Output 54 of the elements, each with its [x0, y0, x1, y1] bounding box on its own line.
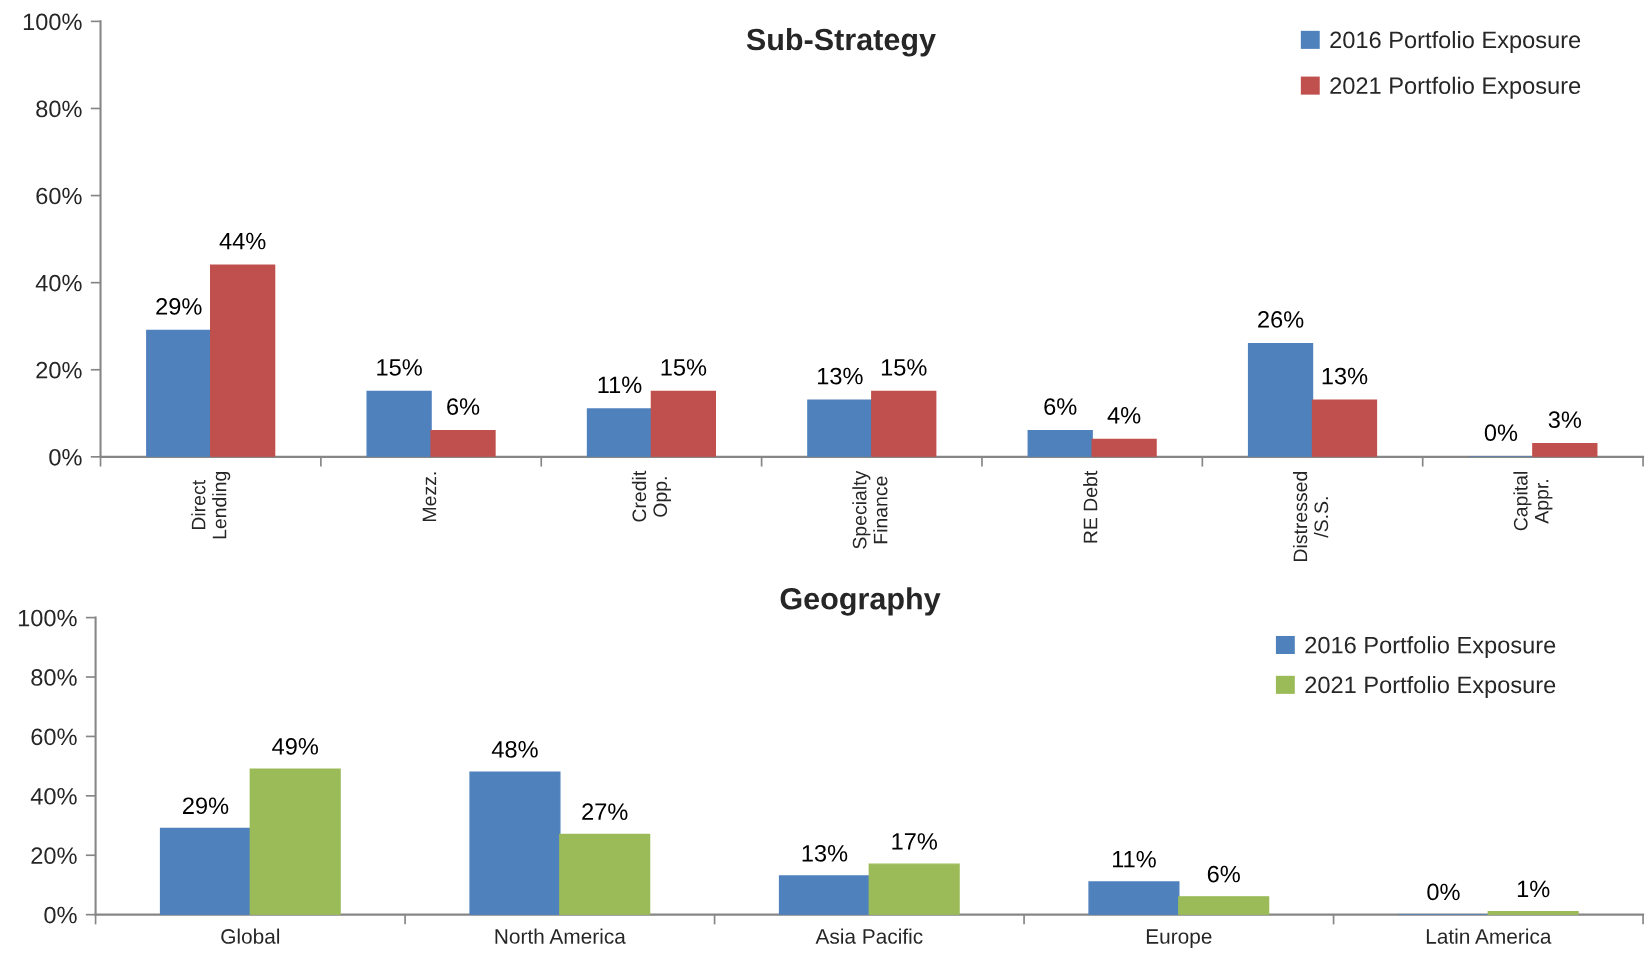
data-label: 26% [1258, 311, 1304, 328]
data-label: 29% [156, 298, 202, 315]
data-label: 15% [377, 359, 422, 376]
data-label: 15% [881, 359, 927, 376]
x-tick-label: Distressed /S.S. [1292, 471, 1329, 561]
legend-label: 2016 Portfolio Exposure [1305, 636, 1556, 659]
x-tick-label: Mezz. [422, 472, 437, 521]
y-tick-label: 80% [31, 669, 77, 686]
data-label: 3% [1548, 411, 1582, 428]
y-tick-label: 60% [36, 187, 82, 205]
data-label: 48% [491, 740, 538, 758]
y-tick-label: 0% [49, 448, 82, 466]
x-tick-label: Credit Opp. [631, 470, 671, 522]
legend-label: 2021 Portfolio Exposure [1305, 675, 1556, 698]
x-tick-label: Specialty Finance [852, 470, 888, 549]
legend-label: 2021 Portfolio Exposure [1330, 76, 1581, 99]
x-tick-label: Europe [1146, 929, 1212, 948]
x-tick-label: North America [495, 928, 626, 944]
x-tick-label: Asia Pacific [815, 928, 923, 944]
data-label: 13% [1322, 367, 1368, 385]
y-tick-label: 60% [31, 728, 77, 746]
data-label: 13% [818, 367, 863, 385]
data-label: 6% [1207, 865, 1240, 883]
data-label: 1% [1517, 880, 1550, 898]
y-tick-label: 100% [23, 13, 82, 31]
data-label: 17% [892, 833, 937, 850]
y-tick-label: 0% [44, 906, 77, 924]
data-label: 6% [447, 398, 480, 415]
data-label: 15% [661, 359, 707, 376]
x-tick-label: Capital Appr. [1513, 472, 1553, 531]
data-label: 6% [1044, 398, 1077, 415]
legend-label: 2016 Portfolio Exposure [1330, 30, 1581, 53]
data-label: 27% [582, 803, 628, 820]
x-tick-label: Direct Lending [191, 471, 231, 539]
x-tick-label: Global [221, 928, 280, 944]
data-label: 44% [219, 232, 266, 250]
data-label: 4% [1107, 407, 1141, 424]
data-label: 11% [1112, 850, 1156, 868]
data-label: 0% [1484, 424, 1518, 442]
data-label: 11% [598, 376, 642, 394]
data-label: 0% [1427, 883, 1460, 901]
chart-title: Geography [780, 587, 941, 616]
data-label: 13% [802, 844, 848, 862]
y-tick-label: 40% [35, 274, 82, 292]
y-tick-label: 20% [31, 847, 77, 865]
x-tick-label: Latin America [1426, 928, 1552, 944]
data-label: 49% [272, 737, 318, 755]
y-tick-label: 80% [36, 100, 82, 118]
x-tick-label: RE Debt [1083, 470, 1098, 543]
y-tick-label: 20% [36, 361, 82, 379]
y-tick-label: 40% [30, 787, 77, 805]
data-label: 29% [183, 797, 229, 815]
chart-title: Sub-Strategy [746, 27, 936, 57]
y-tick-label: 100% [18, 609, 77, 627]
